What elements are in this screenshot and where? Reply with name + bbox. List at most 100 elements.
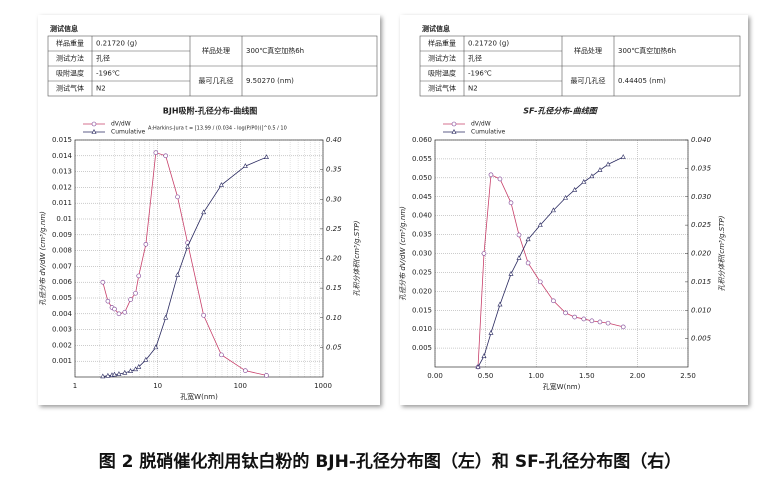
y2-tick-label: 0.030 — [691, 193, 712, 201]
plot-frame — [434, 139, 689, 368]
point — [153, 150, 159, 155]
y2-tick-label: 0.010 — [691, 306, 712, 314]
point — [143, 356, 149, 362]
point — [201, 209, 207, 215]
y2-tick-label: 0.035 — [691, 164, 712, 172]
y-tick-label: 0.005 — [52, 294, 72, 302]
y-tick-label: 0.01 — [56, 215, 72, 223]
legend-marker — [451, 121, 457, 127]
point — [128, 297, 133, 302]
panel — [400, 15, 748, 405]
y-tick-label: 0.015 — [412, 306, 432, 314]
point — [481, 251, 487, 256]
point — [563, 310, 568, 316]
table-label: 测试气体 — [428, 84, 456, 93]
y-tick-label: 0.014 — [52, 152, 73, 160]
table-value: 孔径 — [96, 54, 110, 63]
x-tick-label: 0.50 — [478, 372, 494, 380]
point — [597, 319, 603, 325]
y2-tick-label: 0.10 — [326, 314, 342, 322]
point — [525, 236, 531, 242]
y-tick-label: 0.030 — [412, 250, 432, 258]
point — [263, 154, 269, 159]
y-tick-label: 0.050 — [412, 174, 432, 182]
point — [581, 179, 587, 184]
point — [163, 314, 169, 320]
table-label: 最可几孔径 — [571, 76, 606, 85]
legend-label: Cumulative — [471, 129, 506, 136]
point — [537, 222, 543, 227]
y-tick-label: 0.001 — [52, 357, 72, 365]
point — [136, 273, 142, 279]
x-tick-label: 1 — [73, 382, 77, 390]
table-value: 300℃真空加热6h — [618, 46, 676, 55]
point — [128, 368, 134, 373]
annotation: A:Harkins-Jura t = [13.99 / (0.034 - log… — [148, 126, 287, 132]
x-axis-label: 孔宽W(nm) — [543, 382, 581, 391]
x-tick-label: 2.00 — [630, 372, 646, 380]
y-tick-label: 0.013 — [52, 168, 72, 176]
y-tick-label: 0.009 — [52, 231, 72, 239]
y2-tick-label: 0.040 — [691, 136, 712, 144]
point — [175, 194, 180, 200]
point — [122, 369, 128, 375]
series-line — [477, 174, 624, 368]
plot-frame — [74, 139, 324, 378]
table-title: 测试信息 — [50, 24, 78, 33]
point — [589, 173, 595, 179]
table-label: 测试方法 — [428, 54, 456, 63]
point — [620, 324, 626, 330]
table-label: 样品处理 — [574, 46, 602, 55]
legend-marker — [91, 129, 97, 134]
y-tick-label: 0.040 — [412, 212, 432, 220]
point — [105, 372, 111, 378]
point — [605, 161, 611, 167]
x-tick-label: 1.50 — [579, 372, 595, 380]
point — [563, 194, 569, 200]
y-tick-label: 0.015 — [52, 136, 72, 144]
x-tick-label: 0.00 — [427, 372, 443, 380]
y-tick-label: 0.006 — [52, 278, 73, 286]
point — [597, 167, 603, 172]
legend-marker — [451, 129, 457, 134]
point — [136, 363, 142, 369]
x-tick-label: 2.50 — [680, 372, 696, 380]
table-label: 样品处理 — [202, 46, 230, 55]
point — [122, 309, 128, 315]
y-axis-label: 孔径分布 dV/dW (cm³/g.nm) — [399, 206, 407, 301]
y2-tick-label: 0.20 — [326, 255, 342, 263]
point — [219, 352, 224, 358]
y2-tick-label: 0.30 — [326, 195, 342, 203]
point — [508, 200, 514, 206]
y-tick-label: 0.004 — [52, 310, 73, 318]
point — [516, 232, 522, 238]
y2-tick-label: 0.020 — [691, 250, 712, 258]
point — [111, 371, 117, 377]
y-tick-label: 0.020 — [412, 287, 432, 295]
y-tick-label: 0.012 — [52, 183, 72, 191]
y-tick-label: 0.010 — [412, 325, 432, 333]
point — [105, 298, 111, 304]
point — [243, 368, 248, 373]
series-line — [477, 156, 624, 368]
point — [497, 176, 503, 182]
point — [488, 330, 494, 335]
y-tick-label: 0.011 — [52, 199, 72, 207]
y-tick-label: 0.002 — [52, 341, 72, 349]
x-tick-label: 10 — [153, 382, 162, 390]
y-tick-label: 0.045 — [412, 193, 432, 201]
table-value: -196℃ — [96, 70, 120, 78]
table-value: -196℃ — [468, 70, 492, 78]
y-tick-label: 0.060 — [412, 136, 432, 144]
point — [488, 172, 494, 178]
y-tick-label: 0.003 — [52, 326, 72, 334]
y2-tick-label: 0.015 — [691, 278, 712, 286]
point — [218, 182, 224, 187]
table-value: 孔径 — [468, 54, 482, 63]
point — [537, 279, 543, 285]
y2-tick-label: 0.15 — [326, 284, 342, 292]
point — [185, 243, 191, 249]
y-tick-label: 0.055 — [412, 155, 432, 163]
chart-title: BJH吸附-孔径分布-曲线图 — [163, 106, 257, 116]
